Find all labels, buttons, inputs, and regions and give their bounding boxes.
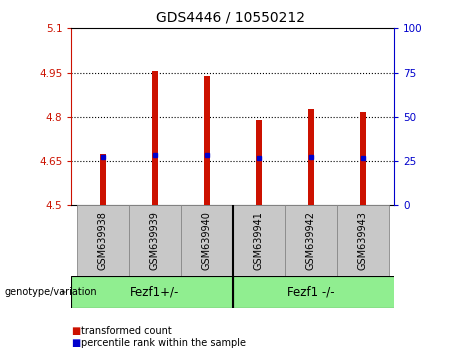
Text: ■: ■ — [71, 326, 81, 336]
Bar — [204, 75, 210, 205]
Text: GSM639943: GSM639943 — [358, 211, 368, 270]
Text: ■: ■ — [71, 338, 81, 348]
Text: GDS4446 / 10550212: GDS4446 / 10550212 — [156, 11, 305, 25]
Text: percentile rank within the sample: percentile rank within the sample — [81, 338, 246, 348]
Bar — [360, 113, 366, 205]
Text: GSM639942: GSM639942 — [306, 211, 316, 270]
Text: Fezf1+/-: Fezf1+/- — [130, 286, 179, 298]
Text: genotype/variation: genotype/variation — [5, 287, 97, 297]
Bar — [337, 205, 389, 276]
Text: GSM639938: GSM639938 — [98, 211, 108, 270]
Text: GSM639941: GSM639941 — [254, 211, 264, 270]
Bar — [100, 154, 106, 205]
Bar — [181, 205, 233, 276]
Text: Fezf1 -/-: Fezf1 -/- — [287, 286, 335, 298]
Text: GSM639940: GSM639940 — [202, 211, 212, 270]
Bar — [152, 71, 158, 205]
Bar — [308, 109, 314, 205]
Text: transformed count: transformed count — [81, 326, 171, 336]
Bar — [233, 205, 285, 276]
Bar — [71, 276, 233, 308]
Text: GSM639939: GSM639939 — [150, 211, 160, 270]
Bar — [129, 205, 181, 276]
Bar — [233, 276, 420, 308]
Bar — [285, 205, 337, 276]
Bar — [77, 205, 129, 276]
Bar — [256, 120, 262, 205]
